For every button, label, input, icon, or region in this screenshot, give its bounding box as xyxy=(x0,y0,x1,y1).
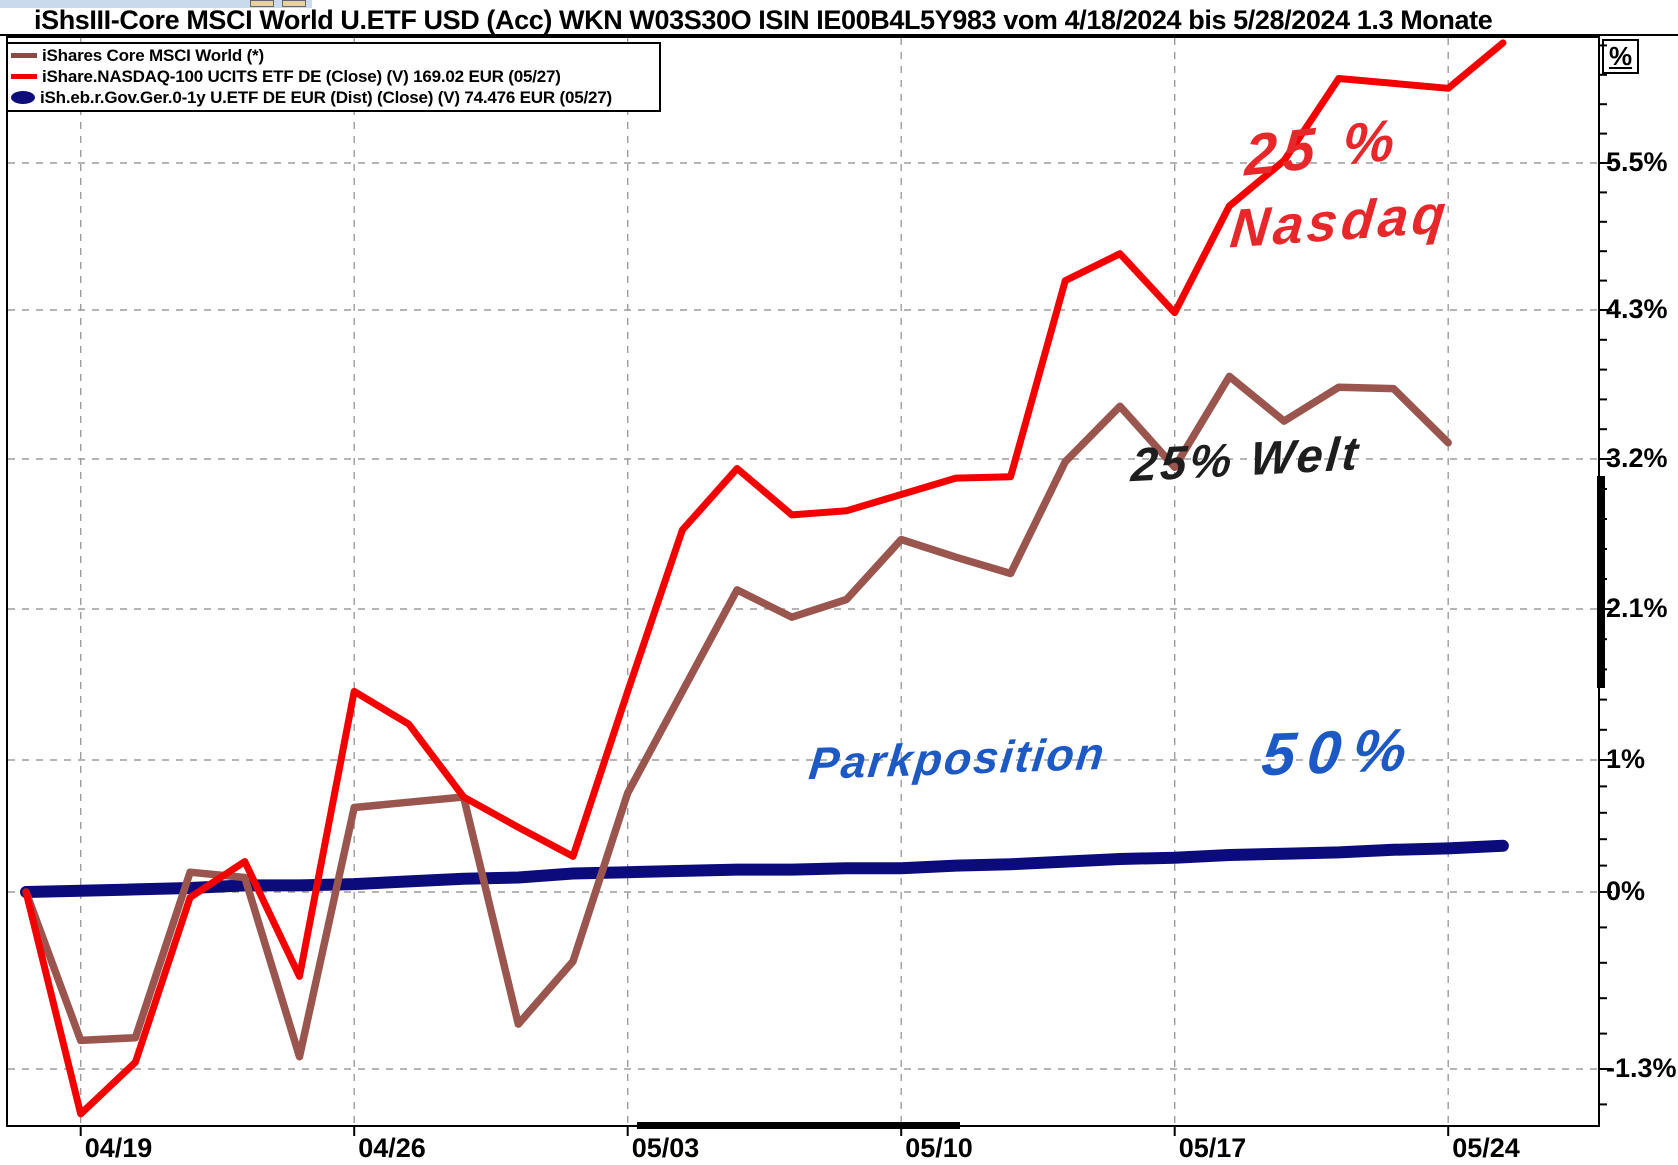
x-axis-label: 05/03 xyxy=(631,1133,700,1163)
legend-item: iSh.eb.r.Gov.Ger.0-1y U.ETF DE EUR (Dist… xyxy=(11,87,656,108)
x-axis-label: 05/10 xyxy=(905,1133,973,1163)
x-axis-highlight-bar xyxy=(637,1122,960,1129)
y-axis-label: -1.3% xyxy=(1606,1053,1677,1083)
x-axis-label: 04/19 xyxy=(84,1133,153,1163)
legend-marker-ellipse xyxy=(11,91,35,104)
y-axis-label: 5.5% xyxy=(1606,147,1668,177)
x-axis-label: 05/24 xyxy=(1452,1133,1520,1163)
y-axis-unit-label: % xyxy=(1608,41,1633,71)
legend-marker-dash xyxy=(11,53,37,58)
legend-marker-dash xyxy=(11,74,37,79)
legend: iShares Core MSCI World (*) iShare.NASDAQ… xyxy=(6,42,661,112)
annotation-parkposition-pct: 50% xyxy=(1258,715,1422,789)
toolbar-button-fragment[interactable] xyxy=(282,0,306,7)
toolbar-button-fragment[interactable] xyxy=(250,0,274,7)
y-axis-highlight-bar xyxy=(1597,476,1605,688)
y-axis-label: 3.2% xyxy=(1606,443,1668,473)
chart-title: iShsIII-Core MSCI World U.ETF USD (Acc) … xyxy=(0,0,1678,36)
window-chrome-fragment xyxy=(0,0,312,8)
legend-item: iShare.NASDAQ-100 UCITS ETF DE (Close) (… xyxy=(11,66,656,87)
x-axis-label: 05/17 xyxy=(1178,1133,1247,1163)
legend-item-label: iShares Core MSCI World (*) xyxy=(42,45,264,65)
legend-item: iShares Core MSCI World (*) xyxy=(11,45,656,66)
y-axis-label: 1% xyxy=(1606,744,1646,774)
y-axis-unit-box: % xyxy=(1602,39,1639,74)
y-axis-label: 2.1% xyxy=(1606,593,1668,623)
legend-item-label: iShare.NASDAQ-100 UCITS ETF DE (Close) (… xyxy=(42,66,561,86)
annotation-parkposition-label: Parkposition xyxy=(806,727,1109,790)
y-axis-label: 4.3% xyxy=(1606,294,1668,324)
y-axis-label: 0% xyxy=(1606,876,1646,906)
x-axis-label: 04/26 xyxy=(358,1133,426,1163)
legend-item-label: iSh.eb.r.Gov.Ger.0-1y U.ETF DE EUR (Dist… xyxy=(40,87,612,107)
